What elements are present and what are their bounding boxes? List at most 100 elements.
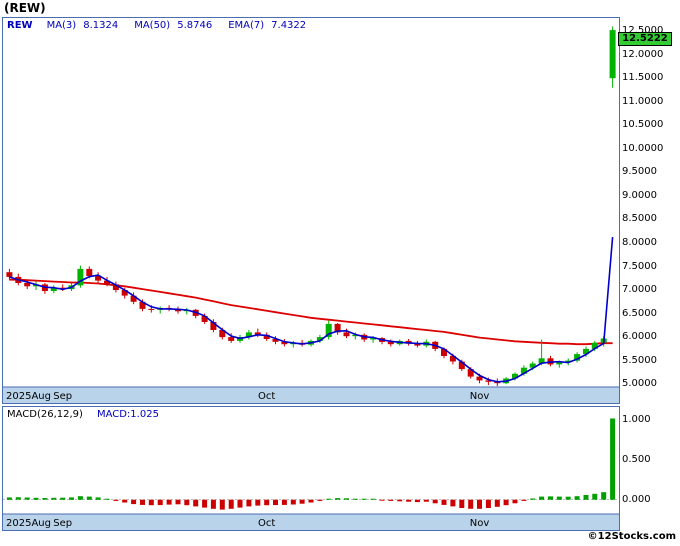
macd-bar bbox=[290, 499, 296, 505]
candle-body bbox=[50, 287, 57, 291]
macd-bar bbox=[95, 497, 101, 500]
candle-body bbox=[467, 369, 474, 377]
macd-bar bbox=[77, 496, 83, 500]
macd-bar bbox=[335, 498, 341, 500]
y-axis-tick-label: 7.0000 bbox=[622, 284, 657, 295]
candle-body bbox=[130, 295, 137, 302]
macd-bar bbox=[379, 499, 385, 501]
macd-bar bbox=[246, 499, 252, 507]
candle-body bbox=[441, 348, 447, 356]
candle-body bbox=[59, 287, 66, 290]
macd-bar bbox=[299, 499, 305, 504]
candle-body bbox=[387, 341, 394, 345]
macd-bar bbox=[273, 499, 278, 506]
macd-bar bbox=[592, 493, 598, 500]
macd-bar bbox=[344, 498, 349, 500]
macd-bar bbox=[131, 499, 137, 505]
y-axis-tick-label: 5.5000 bbox=[622, 355, 657, 366]
ma50-value: 5.8746 bbox=[177, 20, 213, 31]
candle-body bbox=[520, 367, 527, 374]
macd-bar bbox=[255, 499, 261, 506]
macd-bar bbox=[450, 499, 456, 507]
macd-bar bbox=[113, 499, 119, 501]
candle-body bbox=[512, 373, 518, 379]
x-axis-label: Nov bbox=[470, 518, 490, 529]
candle-body bbox=[485, 380, 492, 382]
candle-body bbox=[210, 322, 217, 330]
macd-bar bbox=[326, 498, 332, 500]
y-axis-tick-label: 5.0000 bbox=[622, 378, 657, 389]
macd-bar bbox=[388, 499, 394, 501]
macd-bar bbox=[42, 498, 48, 500]
x-axis-label: Oct bbox=[258, 391, 275, 402]
candle-body bbox=[556, 362, 563, 365]
macd-bar bbox=[441, 499, 447, 505]
candle-body bbox=[370, 338, 377, 340]
macd-bar bbox=[86, 496, 92, 500]
macd-bar bbox=[51, 497, 57, 500]
y-axis-tick-label: 11.5000 bbox=[622, 72, 664, 83]
candle-body bbox=[591, 342, 598, 349]
macd-bar bbox=[565, 496, 571, 500]
macd-bar bbox=[193, 499, 199, 507]
macd-bar bbox=[485, 499, 491, 508]
macd-bar bbox=[494, 499, 500, 507]
macd-bar bbox=[175, 499, 181, 505]
candle-body bbox=[316, 337, 323, 341]
y-axis-tick-label: 1.000 bbox=[622, 414, 651, 425]
x-axis-label: 2025Aug bbox=[6, 518, 51, 529]
candle-body bbox=[538, 358, 545, 364]
macd-bar bbox=[601, 492, 607, 500]
macd-bar bbox=[397, 499, 403, 502]
candle-body bbox=[219, 330, 226, 338]
macd-bar bbox=[468, 499, 474, 509]
ma50-label: MA(50) bbox=[134, 20, 171, 31]
candle-body bbox=[574, 354, 581, 361]
ema7-value: 7.4322 bbox=[271, 20, 307, 31]
x-axis-label: Sep bbox=[53, 391, 72, 402]
macd-bar bbox=[202, 499, 208, 508]
candle-body bbox=[529, 363, 536, 368]
macd-bar bbox=[548, 496, 553, 500]
x-axis-band bbox=[3, 514, 619, 530]
macd-bar bbox=[15, 497, 21, 500]
ma50-line bbox=[9, 278, 613, 346]
macd-bar bbox=[166, 499, 172, 505]
candle-body bbox=[254, 332, 261, 335]
y-axis-tick-label: 12.5000 bbox=[622, 25, 664, 36]
y-axis-tick-label: 8.0000 bbox=[622, 237, 657, 248]
page-title: (REW) bbox=[4, 1, 46, 15]
macd-legend: MACD(26,12,9) MACD:1.025 bbox=[7, 409, 159, 420]
y-axis-tick-label: 10.0000 bbox=[622, 143, 664, 154]
macd-bar bbox=[574, 496, 580, 500]
macd-bar bbox=[423, 499, 429, 502]
candle-body bbox=[77, 268, 84, 286]
macd-bar bbox=[503, 499, 509, 506]
macd-bar bbox=[24, 497, 30, 500]
candle-body bbox=[565, 360, 572, 363]
candle-body bbox=[583, 348, 589, 355]
macd-bar bbox=[539, 496, 545, 500]
macd-bar bbox=[521, 499, 527, 501]
price-axis: 12.5222 12.5000 12.0000 11.5000 11.0000 10.5… bbox=[618, 18, 680, 404]
candle-body bbox=[6, 272, 13, 277]
symbol-label: REW bbox=[7, 20, 33, 31]
candle-body bbox=[112, 284, 119, 290]
candle-body bbox=[86, 268, 93, 276]
candle-body bbox=[148, 308, 155, 310]
macd-panel: 2025Aug Sep Oct Nov MACD(26,12,9) MACD:1.025 bbox=[2, 406, 620, 531]
price-chart-legend: REW MA(3) 8.1324 MA(50) 5.8746 EMA(7) 7.4322 bbox=[7, 20, 322, 31]
macd-bar bbox=[281, 499, 287, 505]
macd-bar bbox=[6, 497, 12, 500]
candle-body bbox=[121, 290, 128, 296]
macd-bar bbox=[370, 498, 376, 500]
candle-body bbox=[139, 301, 146, 309]
macd-bar bbox=[219, 499, 225, 510]
y-axis-tick-label: 8.5000 bbox=[622, 213, 657, 224]
macd-bar bbox=[477, 499, 482, 509]
copyright-label: ©12Stocks.com bbox=[587, 531, 676, 542]
y-axis-tick-label: 12.0000 bbox=[622, 49, 664, 60]
x-axis-label: Nov bbox=[470, 391, 490, 402]
macd-bar bbox=[69, 497, 74, 500]
